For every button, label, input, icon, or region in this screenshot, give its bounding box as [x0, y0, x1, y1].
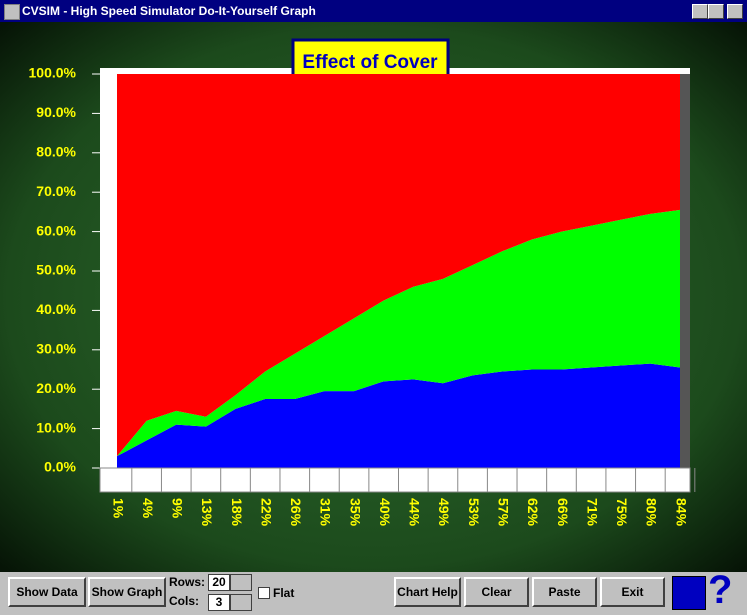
app-icon: [4, 4, 20, 20]
help-button[interactable]: ?: [708, 568, 733, 612]
print-button[interactable]: [672, 576, 706, 610]
x-tick-label: 22%: [258, 498, 274, 527]
x-tick-label: 1%: [110, 498, 126, 519]
y-tick-label: 10.0%: [36, 419, 76, 435]
x-tick-label: 57%: [496, 498, 512, 527]
close-button[interactable]: [727, 4, 743, 19]
chart-help-button[interactable]: Chart Help: [394, 577, 461, 607]
maximize-button[interactable]: [708, 4, 724, 19]
cols-input[interactable]: 3: [208, 594, 230, 611]
x-tick-label: 13%: [199, 498, 215, 527]
area: [117, 363, 680, 468]
y-tick-label: 80.0%: [36, 144, 76, 160]
floor: [99, 467, 691, 493]
x-tick-label: 40%: [377, 498, 393, 527]
show-graph-button[interactable]: Show Graph: [88, 577, 166, 607]
y-tick-label: 30.0%: [36, 341, 76, 357]
x-tick-label: 31%: [318, 498, 334, 527]
x-tick-label: 75%: [614, 498, 630, 527]
x-tick-label: 44%: [407, 498, 423, 527]
y-tick-label: 70.0%: [36, 183, 76, 199]
window-title: CVSIM - High Speed Simulator Do-It-Yours…: [22, 4, 316, 18]
x-tick-label: 49%: [436, 498, 452, 527]
rows-input[interactable]: 20: [208, 574, 230, 591]
x-tick-label: 80%: [644, 498, 660, 527]
area: [117, 74, 680, 457]
y-tick-label: 100.0%: [29, 65, 77, 81]
flat-checkbox[interactable]: [258, 587, 270, 599]
rows-label: Rows:: [169, 575, 205, 589]
frame-shadow: [680, 74, 690, 468]
cols-label: Cols:: [169, 594, 199, 608]
x-tick-label: 35%: [347, 498, 363, 527]
y-tick-label: 0.0%: [44, 459, 76, 475]
x-tick-label: 9%: [170, 498, 186, 519]
flat-label: Flat: [273, 586, 295, 600]
x-tick-label: 62%: [525, 498, 541, 527]
x-tick-label: 66%: [555, 498, 571, 527]
x-tick-label: 18%: [229, 498, 245, 527]
y-tick-label: 50.0%: [36, 262, 76, 278]
y-tick-label: 60.0%: [36, 222, 76, 238]
x-tick-label: 4%: [140, 498, 156, 519]
x-tick-label: 26%: [288, 498, 304, 527]
area: [117, 209, 680, 457]
x-tick-label: 53%: [466, 498, 482, 527]
x-tick-label: 84%: [673, 498, 689, 527]
y-tick-label: 40.0%: [36, 301, 76, 317]
rows-spinner[interactable]: [230, 574, 252, 591]
y-tick-label: 20.0%: [36, 380, 76, 396]
paste-button[interactable]: Paste: [532, 577, 597, 607]
x-tick-label: 71%: [584, 498, 600, 527]
exit-button[interactable]: Exit: [600, 577, 665, 607]
chart-title: Effect of Cover: [302, 52, 438, 73]
chart: Effect of Cover 0.0% 10.0% 20.0% 30.0% 40.0%…: [0, 22, 747, 572]
y-tick-label: 90.0%: [36, 104, 76, 120]
clear-button[interactable]: Clear: [464, 577, 529, 607]
cols-spinner[interactable]: [230, 594, 252, 611]
title-bar: CVSIM - High Speed Simulator Do-It-Yours…: [0, 0, 747, 22]
show-data-button[interactable]: Show Data: [8, 577, 86, 607]
minimize-button[interactable]: [692, 4, 708, 19]
